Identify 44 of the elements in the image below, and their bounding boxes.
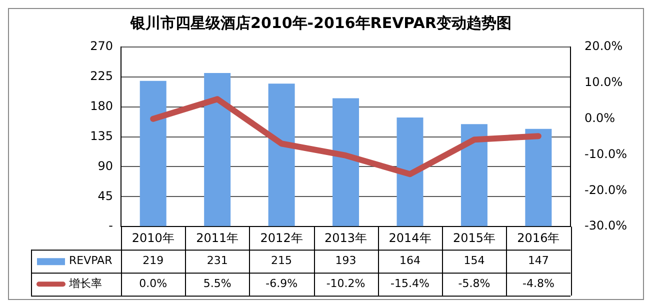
y-tick-label: 90 [98,158,113,173]
x-tick-label: 2015年 [452,230,496,245]
y2-tick-label: 20.0% [584,39,623,54]
legend-label: REVPAR [69,254,113,267]
y-tick-label: 135 [90,128,113,143]
data-label: 0.0% [139,276,168,290]
y-tick-label: 180 [90,98,113,113]
x-tick-label: 2012年 [260,230,303,245]
data-label: 5.5% [203,276,232,290]
data-label: 164 [399,254,420,267]
bar [332,98,360,226]
y2-tick-label: 0.0% [584,110,616,125]
chart-title: 银川市四星级酒店2010年-2016年REVPAR变动趋势图 [130,14,512,32]
bar [140,80,166,226]
y2-tick-label: -20.0% [584,182,627,197]
y2-tick-label: -30.0% [584,218,627,233]
data-label: 154 [464,254,485,267]
data-label: -10.2% [326,276,366,290]
x-tick-label: 2013年 [324,230,368,245]
x-tick-label: 2010年 [132,230,174,245]
bar [268,84,295,226]
data-label: -15.4% [390,276,430,290]
y2-tick-label: 10.0% [584,75,623,90]
data-label: 219 [142,254,164,267]
y-tick-label: 270 [90,39,113,54]
y-tick-label: - [108,218,113,233]
data-label: -6.9% [266,276,298,290]
data-label: -4.8% [522,276,554,290]
x-tick-label: 2011年 [196,230,239,245]
x-tick-label: 2016年 [517,230,560,245]
bar [204,72,231,226]
y2-tick-label: -10.0% [584,146,627,161]
bar [525,128,552,226]
bar [460,124,488,226]
data-label: 231 [206,254,228,267]
y-tick-label: 225 [90,69,113,84]
data-label: -5.8% [458,276,490,290]
data-label: 193 [335,254,356,267]
data-label: 147 [528,254,549,267]
legend-label: 增长率 [68,276,102,290]
y-tick-label: 45 [98,188,113,203]
bar [396,118,424,226]
data-label: 215 [271,254,292,267]
x-tick-label: 2014年 [388,230,432,245]
